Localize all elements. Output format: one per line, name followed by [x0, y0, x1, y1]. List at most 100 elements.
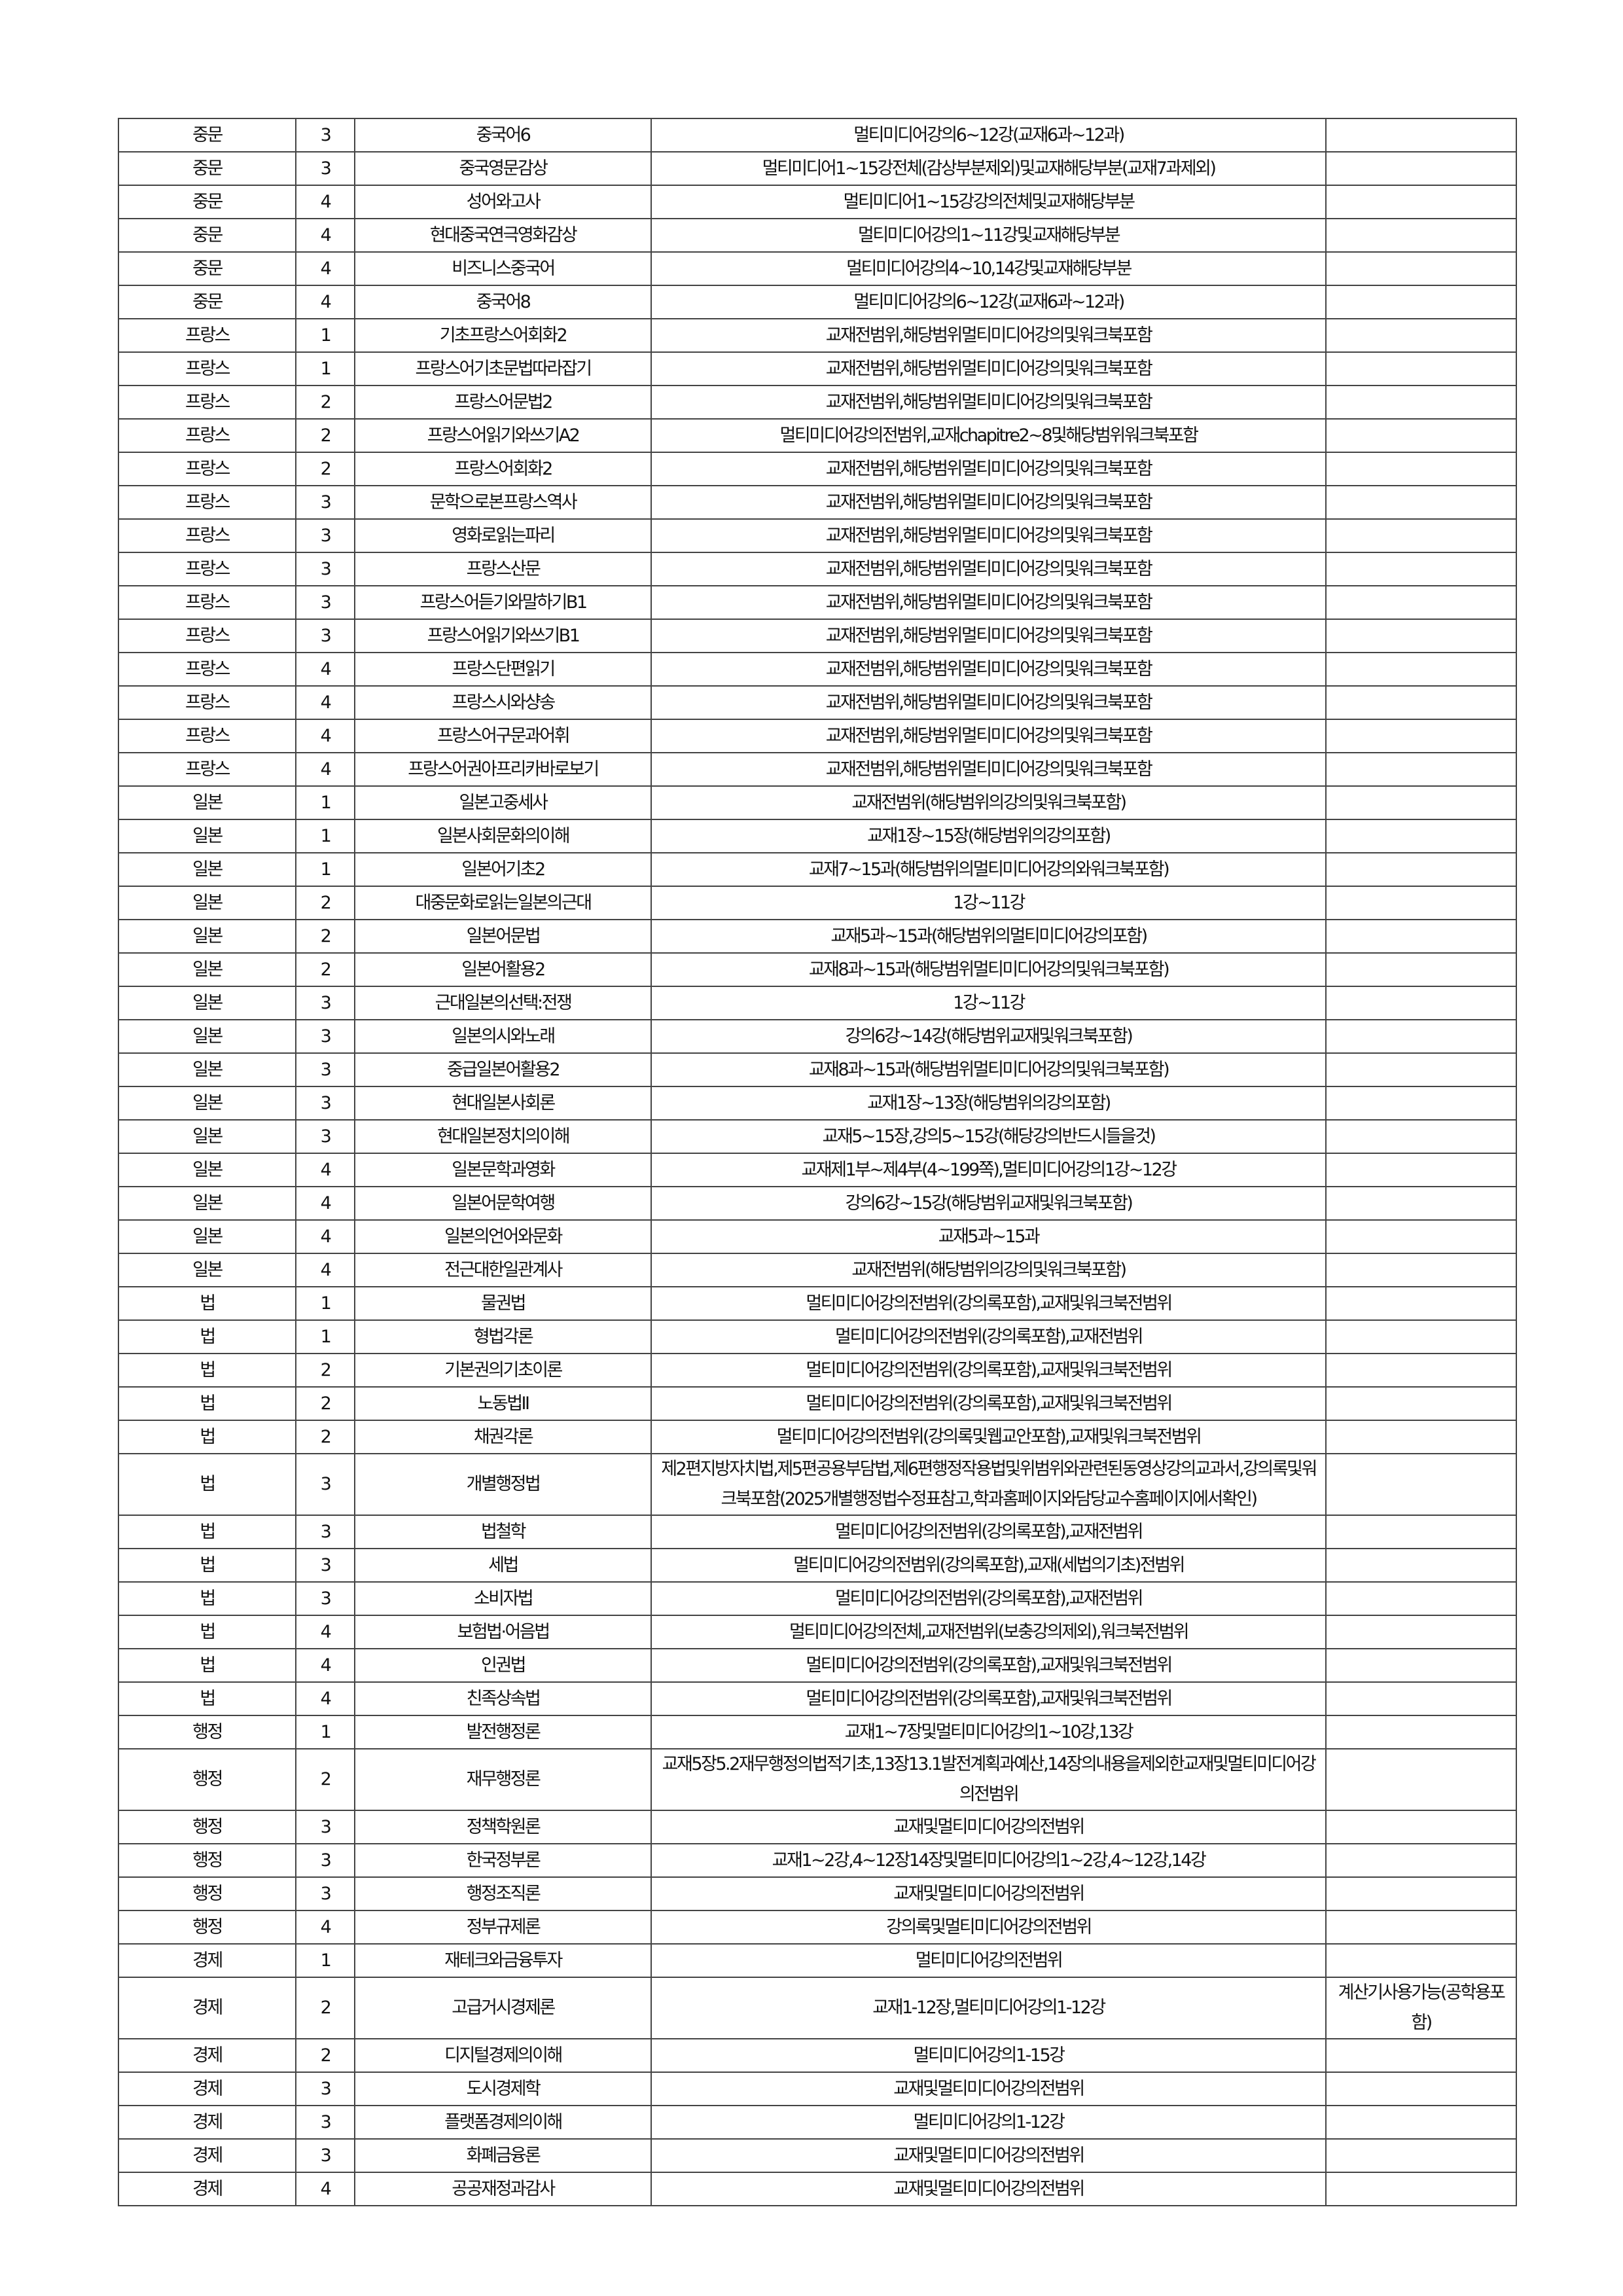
- note: [1325, 1319, 1517, 1354]
- exam-scope: 교재및멀티미디어강의전범위: [651, 2138, 1327, 2173]
- department: 법: [118, 1420, 296, 1454]
- department: 법: [118, 1386, 296, 1421]
- course: 프랑스어기초문법따라잡기: [354, 351, 652, 386]
- exam-scope: 멀티미디어강의전범위: [651, 1943, 1327, 1978]
- table-row: 경제 3 화폐금융론 교재및멀티미디어강의전범위: [118, 2138, 1517, 2173]
- department: 행정: [118, 1748, 296, 1811]
- exam-scope: 교재1-12장,멀티미디어강의1-12강: [651, 1977, 1327, 2039]
- course: 프랑스어구문과어휘: [354, 719, 652, 753]
- course: 전근대한일관계사: [354, 1253, 652, 1287]
- note: [1325, 719, 1517, 753]
- table-row: 프랑스 2 프랑스어문법2 교재전범위,해당범위멀티미디어강의및워크북포함: [118, 385, 1517, 420]
- department: 프랑스: [118, 752, 296, 787]
- table-row: 프랑스 3 프랑스어듣기와말하기B1 교재전범위,해당범위멀티미디어강의및워크북포함: [118, 585, 1517, 620]
- course: 중국어8: [354, 285, 652, 319]
- department: 경제: [118, 2138, 296, 2173]
- exam-scope: 교재5장5.2재무행정의법적기초,13장13.1발전계획과예산,14장의내용을제…: [651, 1748, 1327, 1811]
- department: 프랑스: [118, 585, 296, 620]
- note: [1325, 418, 1517, 453]
- department: 프랑스: [118, 518, 296, 553]
- department: 일본: [118, 1119, 296, 1154]
- note: [1325, 1386, 1517, 1421]
- department: 프랑스: [118, 385, 296, 420]
- grade: 1: [295, 852, 355, 887]
- exam-scope: 교재1~2강,4~12장14장및멀티미디어강의1~2강,4~12강,14강: [651, 1843, 1327, 1878]
- table-row: 프랑스 4 프랑스단편읽기 교재전범위,해당범위멀티미디어강의및워크북포함: [118, 652, 1517, 687]
- table-row: 프랑스 1 프랑스어기초문법따라잡기 교재전범위,해당범위멀티미디어강의및워크북포함: [118, 351, 1517, 386]
- department: 경제: [118, 2172, 296, 2206]
- department: 일본: [118, 1153, 296, 1187]
- exam-scope: 교재1장~13장(해당범위의강의포함): [651, 1086, 1327, 1121]
- exam-scope: 멀티미디어강의전범위,교재chapitre2~8및해당범위워크북포함: [651, 418, 1327, 453]
- department: 행정: [118, 1843, 296, 1878]
- note: [1325, 1286, 1517, 1321]
- course: 프랑스어듣기와말하기B1: [354, 585, 652, 620]
- exam-scope: 1강~11강: [651, 986, 1327, 1020]
- table-row: 법 2 기본권의기초이론 멀티미디어강의전범위(강의록포함),교재및워크북전범위: [118, 1353, 1517, 1388]
- note: [1325, 285, 1517, 319]
- exam-scope: 교재1~7장및멀티미디어강의1~10강,13강: [651, 1715, 1327, 1749]
- grade: 3: [295, 1876, 355, 1911]
- department: 프랑스: [118, 552, 296, 586]
- grade: 3: [295, 585, 355, 620]
- note: [1325, 1843, 1517, 1878]
- exam-scope: 강의록및멀티미디어강의전범위: [651, 1910, 1327, 1945]
- grade: 3: [295, 151, 355, 186]
- exam-scope: 교재1장~15장(해당범위의강의포함): [651, 819, 1327, 853]
- grade: 4: [295, 752, 355, 787]
- note: [1325, 752, 1517, 787]
- department: 일본: [118, 919, 296, 954]
- department: 일본: [118, 785, 296, 820]
- table-row: 행정 4 정부규제론 강의록및멀티미디어강의전범위: [118, 1910, 1517, 1945]
- table-row: 일본 1 일본고중세사 교재전범위(해당범위의강의및워크북포함): [118, 785, 1517, 820]
- note: [1325, 385, 1517, 420]
- note: [1325, 1086, 1517, 1121]
- department: 프랑스: [118, 652, 296, 687]
- grade: 4: [295, 285, 355, 319]
- table-row: 법 2 노동법II 멀티미디어강의전범위(강의록포함),교재및워크북전범위: [118, 1386, 1517, 1421]
- exam-scope: 멀티미디어강의1~11강및교재해당부분: [651, 218, 1327, 253]
- note: [1325, 518, 1517, 553]
- grade: 1: [295, 318, 355, 353]
- course: 일본어문학여행: [354, 1186, 652, 1221]
- grade: 4: [295, 251, 355, 286]
- exam-scope: 교재5~15장,강의5~15강(해당강의반드시들을것): [651, 1119, 1327, 1154]
- course: 디지털경제의이해: [354, 2038, 652, 2073]
- department: 행정: [118, 1715, 296, 1749]
- table-row: 일본 4 일본어문학여행 강의6강~15강(해당범위교재및워크북포함): [118, 1186, 1517, 1221]
- exam-scope: 교재및멀티미디어강의전범위: [651, 1810, 1327, 1844]
- course: 보험법·어음법: [354, 1615, 652, 1649]
- table-row: 프랑스 4 프랑스시와샹송 교재전범위,해당범위멀티미디어강의및워크북포함: [118, 685, 1517, 720]
- note: [1325, 1253, 1517, 1287]
- department: 일본: [118, 886, 296, 920]
- grade: 2: [295, 1420, 355, 1454]
- table-row: 경제 3 도시경제학 교재및멀티미디어강의전범위: [118, 2072, 1517, 2106]
- course: 일본의시와노래: [354, 1019, 652, 1054]
- table-row: 일본 2 일본어문법 교재5과~15과(해당범위의멀티미디어강의포함): [118, 919, 1517, 954]
- grade: 2: [295, 886, 355, 920]
- note: [1325, 619, 1517, 653]
- note: 계산기사용가능(공학용포함): [1325, 1977, 1517, 2039]
- course: 일본문학과영화: [354, 1153, 652, 1187]
- course: 프랑스산문: [354, 552, 652, 586]
- table-row: 중문 3 중국영문감상 멀티미디어1~15강전체(감상부분제외)및교재해당부분(교재7…: [118, 151, 1517, 186]
- grade: 4: [295, 2172, 355, 2206]
- table-row: 행정 3 행정조직론 교재및멀티미디어강의전범위: [118, 1876, 1517, 1911]
- table-row: 경제 1 재테크와금융투자 멀티미디어강의전범위: [118, 1943, 1517, 1978]
- exam-scope: 멀티미디어1~15강강의전체및교재해당부분: [651, 185, 1327, 219]
- department: 프랑스: [118, 685, 296, 720]
- course: 화폐금융론: [354, 2138, 652, 2173]
- course: 발전행정론: [354, 1715, 652, 1749]
- exam-scope: 멀티미디어강의전범위(강의록포함),교재전범위: [651, 1581, 1327, 1616]
- department: 행정: [118, 1810, 296, 1844]
- grade: 2: [295, 1353, 355, 1388]
- course: 근대일본의선택:전쟁: [354, 986, 652, 1020]
- department: 프랑스: [118, 485, 296, 520]
- course: 정책학원론: [354, 1810, 652, 1844]
- exam-scope: 멀티미디어강의전범위(강의록포함),교재및워크북전범위: [651, 1386, 1327, 1421]
- department: 일본: [118, 852, 296, 887]
- course: 영화로읽는파리: [354, 518, 652, 553]
- exam-scope: 멀티미디어강의전범위(강의록포함),교재(세법의기초)전범위: [651, 1548, 1327, 1583]
- course: 현대일본정치의이해: [354, 1119, 652, 1154]
- exam-scope: 교재및멀티미디어강의전범위: [651, 2172, 1327, 2206]
